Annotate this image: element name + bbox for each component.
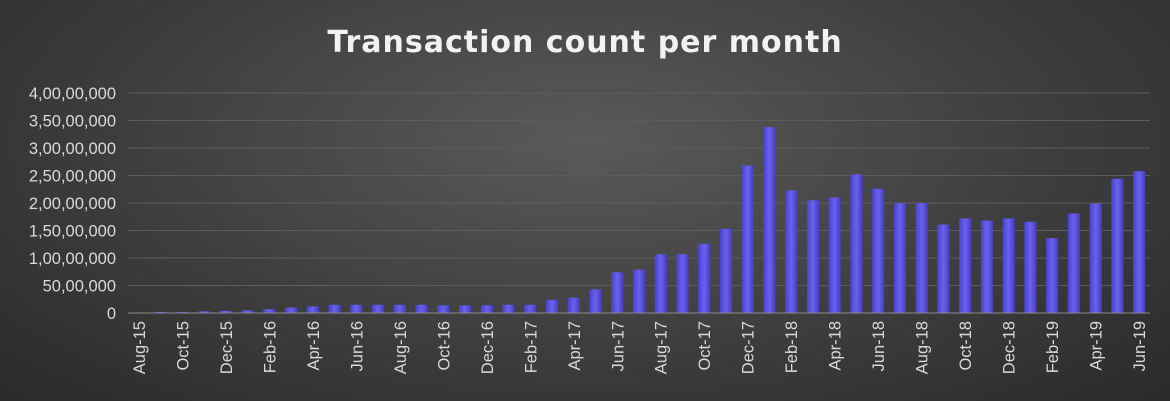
bar: [480, 305, 493, 313]
x-tick-label: Feb-19: [1044, 321, 1062, 373]
x-tick-label: Aug-18: [914, 321, 932, 374]
bar: [698, 243, 711, 313]
bar: [676, 254, 689, 313]
x-tick-label: Aug-17: [653, 321, 671, 374]
y-tick-label: 3,50,00,000: [29, 113, 116, 131]
y-tick-label: 4,00,00,000: [29, 85, 116, 103]
bar: [328, 304, 341, 313]
bar: [263, 309, 276, 313]
x-tick-label: Oct-16: [435, 321, 453, 371]
bar: [284, 307, 298, 313]
bar: [524, 304, 537, 313]
x-tick-label: Feb-18: [783, 321, 801, 373]
bar: [763, 127, 776, 313]
bar: [915, 203, 928, 313]
x-tick-label: Jun-18: [870, 321, 888, 371]
x-tick-label: Feb-16: [261, 321, 279, 373]
bar: [350, 304, 363, 313]
x-tick-label: Apr-18: [827, 321, 845, 371]
x-tick-label: Jun-19: [1131, 321, 1149, 371]
y-axis-ticks: 0 50,00,000 1,00,00,000 1,50,00,000 2,00,00,…: [29, 85, 116, 323]
bar: [1067, 213, 1080, 313]
x-axis-ticks: Aug-15 Oct-15 Dec-15 Feb-16 Apr-16 Jun-16 Aug-…: [131, 321, 1149, 374]
bar: [567, 297, 580, 313]
y-tick-label: 2,50,00,000: [29, 168, 116, 186]
bar: [828, 197, 841, 313]
x-tick-label: Aug-15: [131, 321, 149, 374]
x-tick-label: Dec-16: [479, 321, 497, 374]
bar: [371, 304, 385, 313]
bar: [176, 311, 189, 313]
y-tick-label: 50,00,000: [43, 278, 116, 296]
bar: [785, 190, 798, 313]
x-tick-label: Apr-16: [305, 321, 323, 371]
bar: [611, 272, 624, 313]
bar: [154, 311, 167, 313]
bar: [306, 306, 319, 313]
bar: [589, 289, 602, 313]
x-tick-label: Oct-18: [957, 321, 975, 371]
bar: [545, 299, 559, 313]
bar: [1089, 203, 1102, 313]
bar: [502, 304, 515, 313]
y-tick-label: 3,00,00,000: [29, 140, 116, 158]
x-tick-label: Apr-17: [566, 321, 584, 371]
bar: [632, 269, 646, 313]
y-tick-label: 0: [107, 305, 116, 323]
x-tick-label: Feb-17: [522, 321, 540, 373]
bar: [198, 311, 211, 313]
bar: [458, 305, 472, 313]
bar: [1024, 221, 1037, 313]
bar: [959, 218, 972, 313]
y-tick-label: 1,50,00,000: [29, 223, 116, 241]
bar: [241, 310, 254, 313]
y-tick-label: 1,00,00,000: [29, 250, 116, 268]
bar: [872, 188, 885, 313]
x-tick-label: Jun-17: [609, 321, 627, 371]
x-tick-label: Oct-17: [696, 321, 714, 371]
bar: [219, 310, 232, 313]
bar: [654, 254, 667, 313]
x-tick-label: Dec-17: [740, 321, 758, 374]
bar: [437, 305, 450, 313]
y-tick-label: 2,00,00,000: [29, 195, 116, 213]
x-tick-label: Apr-19: [1088, 321, 1106, 371]
bar: [1046, 238, 1059, 313]
gridlines: [128, 92, 1150, 286]
bar: [937, 224, 950, 313]
bar: [719, 228, 733, 313]
x-tick-label: Oct-15: [174, 321, 192, 371]
chart-title: Transaction count per month: [327, 25, 842, 60]
bars: [132, 127, 1146, 314]
bar: [980, 220, 994, 313]
bar: [850, 174, 863, 313]
x-tick-label: Dec-18: [1001, 321, 1019, 374]
bar: [393, 304, 406, 313]
x-tick-label: Aug-16: [392, 321, 410, 374]
bar: [893, 203, 907, 313]
x-tick-label: Dec-15: [218, 321, 236, 374]
bar: [1111, 178, 1124, 313]
bar: [741, 165, 754, 313]
bar: [415, 304, 428, 313]
x-tick-label: Jun-16: [348, 321, 366, 371]
bar: [1002, 218, 1015, 313]
bar: [806, 200, 820, 313]
bar: [1133, 171, 1146, 313]
